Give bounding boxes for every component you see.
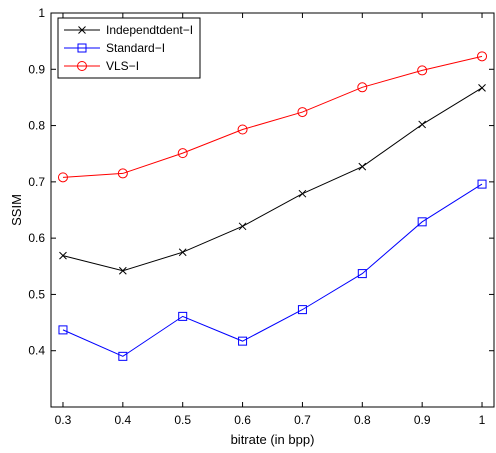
x-axis-label: bitrate (in bpp): [231, 432, 315, 447]
data-point: [118, 351, 128, 361]
data-point: [57, 172, 68, 183]
y-tick-label: 0.4: [28, 344, 45, 358]
y-axis-label: SSIM: [9, 194, 24, 226]
data-point: [477, 51, 488, 62]
y-tick-label: 0.6: [28, 231, 45, 245]
data-point: [417, 217, 427, 227]
legend-marker: [77, 61, 87, 71]
data-point: [297, 107, 308, 118]
y-tick-label: 0.7: [28, 175, 45, 189]
legend-item: Standard−I: [64, 41, 165, 55]
x-tick-label: 0.5: [174, 413, 191, 427]
x-tick-label: 0.3: [55, 413, 72, 427]
series-2: [57, 51, 488, 183]
series-1: [58, 179, 487, 361]
data-point: [58, 325, 68, 335]
y-tick-label: 0.9: [28, 62, 45, 76]
legend-label: Standard−I: [106, 41, 165, 55]
legend-marker: [78, 26, 86, 34]
legend-marker: [77, 43, 87, 53]
series-line: [62, 183, 483, 357]
x-tick-label: 0.4: [114, 413, 131, 427]
data-point: [358, 162, 367, 171]
y-tick-label: 0.8: [28, 119, 45, 133]
series-line: [62, 87, 483, 272]
legend-item: Independtdent−I: [64, 23, 193, 37]
data-point: [478, 84, 486, 92]
data-point: [298, 189, 307, 198]
data-point: [297, 305, 307, 315]
y-tick-label: 0.5: [28, 287, 45, 301]
x-tick-label: 0.9: [414, 413, 431, 427]
data-point: [357, 269, 367, 279]
data-point: [117, 168, 128, 179]
x-tick-label: 1: [479, 413, 486, 427]
data-point: [59, 251, 67, 260]
data-point: [477, 179, 487, 189]
data-point: [177, 148, 188, 159]
data-point: [357, 82, 368, 93]
data-point: [178, 311, 188, 321]
data-point: [418, 120, 427, 129]
y-tick-label: 1: [38, 6, 45, 20]
data-point: [238, 336, 248, 346]
legend: Independtdent−I Standard−I VLS−I: [57, 17, 201, 79]
data-point: [417, 65, 428, 76]
data-point: [118, 266, 127, 275]
data-point: [237, 124, 248, 135]
legend-item: VLS−I: [64, 59, 139, 73]
data-point: [178, 248, 187, 257]
x-tick-label: 0.6: [234, 413, 251, 427]
series-line: [62, 55, 483, 178]
legend-label: VLS−I: [106, 59, 139, 73]
data-point: [238, 222, 247, 231]
x-tick-label: 0.8: [354, 413, 371, 427]
x-tick-label: 0.7: [294, 413, 311, 427]
series-0: [59, 84, 486, 275]
legend-label: Independtdent−I: [106, 23, 193, 37]
